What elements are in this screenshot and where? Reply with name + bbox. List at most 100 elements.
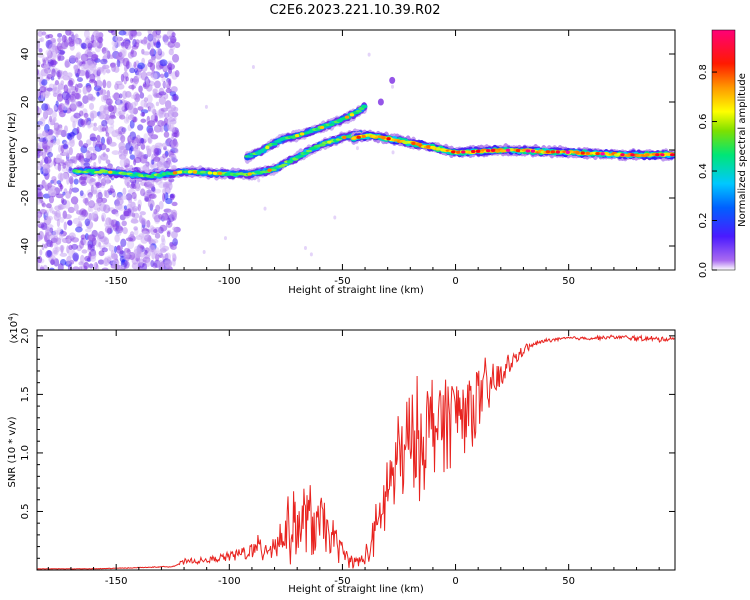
noise-pixel: [140, 99, 146, 108]
noise-pixel: [47, 182, 52, 190]
noise-pixel: [170, 244, 177, 251]
noise-pixel: [54, 205, 62, 211]
noise-pixel: [39, 160, 43, 168]
ridge-peak: [441, 148, 446, 152]
noise-pixel: [166, 121, 171, 130]
noise-pixel: [204, 104, 208, 109]
noise-pixel: [60, 80, 65, 86]
noise-pixel: [120, 195, 128, 200]
noise-pixel: [140, 71, 148, 81]
noise-pixel: [161, 234, 166, 243]
noise-pixel: [156, 48, 162, 55]
noise-pixel: [96, 75, 101, 83]
noise-pixel: [120, 134, 126, 143]
noise-pixel: [117, 126, 126, 135]
noise-pixel: [88, 200, 96, 209]
noise-pixel: [167, 159, 171, 165]
ridge-pixel: [328, 123, 335, 127]
noise-pixel: [53, 104, 58, 111]
noise-pixel: [71, 243, 79, 250]
noise-pixel: [67, 86, 75, 93]
noise-pixel: [109, 115, 117, 120]
noise-pixel: [92, 126, 98, 132]
noise-pixel: [120, 73, 125, 83]
ridge-pixel: [303, 151, 310, 155]
noise-pixel: [170, 121, 174, 130]
noise-pixel: [131, 191, 137, 200]
noise-pixel: [172, 53, 180, 63]
noise-pixel: [100, 94, 105, 103]
noise-pixel: [49, 227, 54, 233]
ridge-peak: [187, 170, 193, 174]
noise-pixel: [38, 48, 43, 53]
noise-pixel: [100, 177, 107, 187]
noise-pixel: [162, 188, 167, 195]
noise-pixel: [75, 226, 83, 233]
noise-pixel: [129, 67, 136, 74]
noise-pixel: [47, 188, 55, 197]
noise-pixel: [107, 188, 115, 194]
colorbar-tick-label: 0.2: [698, 213, 709, 229]
noise-pixel: [73, 112, 81, 119]
noise-pixel: [123, 210, 130, 217]
noise-pixel: [159, 224, 168, 232]
noise-pixel: [93, 122, 97, 127]
snr-y-multiplier: (x104): [7, 312, 20, 343]
ridge-peak: [212, 171, 218, 175]
noise-pixel: [80, 53, 89, 62]
noise-pixel: [56, 218, 61, 228]
noise-pixel: [157, 259, 164, 269]
noise-pixel: [85, 176, 94, 184]
noise-pixel: [116, 83, 125, 90]
noise-pixel: [147, 199, 155, 209]
noise-pixel: [149, 49, 155, 57]
y-tick-label: 0: [20, 147, 31, 153]
noise-pixel: [49, 241, 54, 248]
noise-pixel: [163, 117, 169, 126]
noise-pixel: [89, 73, 96, 82]
noise-pixel: [148, 193, 157, 200]
ridge-peak: [247, 172, 252, 176]
colorbar-tick-label: 0.8: [698, 64, 709, 80]
noise-pixel: [47, 52, 53, 59]
noise-pixel: [66, 255, 72, 265]
ridge-peak: [327, 140, 332, 144]
ridge-peak: [172, 171, 178, 175]
x-tick-label: -150: [105, 576, 128, 587]
noise-pixel: [107, 30, 114, 34]
noise-pixel: [159, 242, 166, 250]
noise-pixel: [158, 213, 163, 220]
ridge-peak: [470, 149, 476, 154]
noise-pixel: [140, 137, 145, 144]
ridge-peak: [660, 153, 665, 157]
ridge-peak: [217, 171, 223, 176]
noise-pixel: [39, 86, 47, 93]
noise-pixel: [202, 249, 206, 254]
ridge-peak: [515, 149, 521, 153]
noise-pixel: [155, 204, 160, 213]
noise-pixel: [159, 59, 168, 67]
noise-pixel: [63, 125, 68, 133]
noise-pixel: [113, 66, 120, 73]
noise-pixel: [37, 200, 41, 205]
x-tick-label: -50: [334, 276, 350, 287]
noise-pixel: [112, 94, 119, 99]
noise-pixel: [52, 229, 59, 237]
noise-pixel: [115, 212, 120, 217]
noise-pixel: [66, 220, 73, 226]
ridge-peak: [565, 150, 570, 154]
noise-pixel: [103, 50, 109, 56]
noise-pixel: [155, 41, 161, 49]
noise-pixel: [73, 156, 78, 165]
colorbar-label: Normalized spectral amplitude: [737, 73, 748, 227]
noise-pixel: [158, 200, 164, 210]
noise-pixel: [75, 57, 79, 63]
noise-pixel: [103, 189, 107, 197]
noise-pixel: [137, 265, 143, 270]
noise-pixel: [171, 252, 176, 258]
noise-pixel: [115, 35, 121, 43]
x-tick-label: -150: [105, 276, 128, 287]
noise-pixel: [136, 70, 142, 76]
ridge-peak: [108, 170, 113, 174]
noise-pixel: [38, 230, 44, 240]
